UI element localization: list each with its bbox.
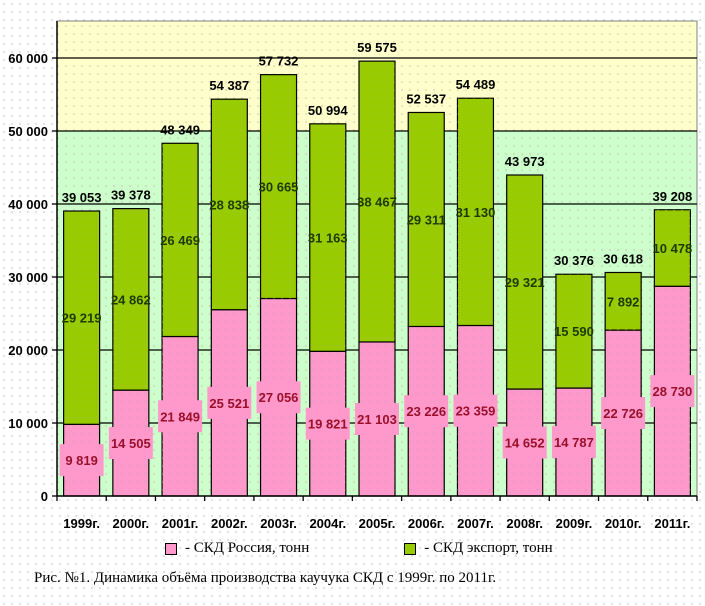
legend: - СКД Россия, тонн - СКД экспорт, тонн [165,540,553,557]
bar-export-texture [211,99,248,310]
russia-value-label: 25 521 [209,396,249,411]
russia-value-label: 14 787 [554,435,594,450]
x-tick-label: 2008г. [506,516,543,531]
total-value-label: 30 618 [603,251,643,266]
x-tick-label: 2001г. [162,516,199,531]
legend-swatch-russia [165,542,177,555]
legend-item-export: - СКД экспорт, тонн [404,540,553,557]
russia-value-label: 21 103 [357,412,397,427]
bar-export-texture [555,274,592,389]
x-tick-label: 1999г. [63,516,100,531]
bar-export-texture [457,98,494,326]
legend-label-export: - СКД экспорт, тонн [424,540,553,556]
total-value-label: 39 378 [111,188,151,203]
x-tick-label: 2006г. [408,516,445,531]
russia-label-box [305,407,350,440]
bar-export-texture [260,74,297,299]
export-value-label: 29 321 [505,275,545,290]
russia-value-label: 9 819 [65,453,98,468]
export-value-label: 29 311 [407,212,446,227]
russia-value-label: 27 056 [259,390,299,405]
russia-value-label: 14 505 [111,436,151,451]
russia-label-box [256,381,301,414]
x-tick-label: 2002г. [211,516,248,531]
export-value-label: 38 467 [357,195,397,210]
bar-export-texture [162,143,199,337]
x-tick-label: 2011г. [654,516,690,531]
y-tick-label: 20 000 [8,343,48,358]
x-tick-label: 2004г. [309,516,346,531]
total-value-label: 50 994 [308,103,349,118]
bar-export-texture [605,272,642,331]
russia-label-box [404,395,449,428]
figure-caption: Рис. №1. Динамика объёма производства ка… [34,570,497,586]
x-tick-label: 2005г. [359,516,396,531]
bar-export-texture [654,209,691,287]
bar-export-texture [506,174,543,390]
bar-export-texture [112,208,149,391]
russia-value-label: 28 730 [653,384,693,399]
export-value-label: 15 590 [554,324,594,339]
export-value-label: 31 130 [456,205,496,220]
export-value-label: 28 838 [209,197,249,212]
export-value-label: 7 892 [607,294,640,309]
y-tick-label: 10 000 [8,416,48,431]
total-value-label: 43 973 [505,154,545,169]
russia-value-label: 22 726 [603,406,643,421]
legend-swatch-export [404,542,417,555]
total-value-label: 57 732 [259,54,299,69]
y-tick-label: 0 [41,489,48,504]
bar-export-texture [63,211,100,425]
russia-label-box [355,402,399,435]
russia-label-box [59,444,104,477]
russia-value-label: 23 359 [456,404,496,419]
bar-export-texture [309,123,346,352]
total-value-label: 48 349 [160,122,200,137]
russia-label-box [551,426,596,459]
russia-label-box [108,427,153,460]
total-value-label: 39 208 [653,189,693,204]
russia-value-label: 19 821 [308,417,348,432]
legend-item-russia: - СКД Россия, тонн [165,540,309,557]
legend-label-russia: - СКД Россия, тонн [185,540,310,556]
total-value-label: 30 376 [554,253,594,268]
bar-export-texture [408,112,445,327]
x-tick-label: 2009г. [556,516,593,531]
russia-label-box [650,375,695,408]
russia-label-box [453,394,498,427]
total-value-label: 39 053 [62,190,102,205]
x-tick-label: 2003г. [260,516,297,531]
export-value-label: 29 219 [62,311,102,326]
y-tick-label: 40 000 [8,197,48,212]
export-value-label: 10 478 [653,241,693,256]
y-tick-label: 60 000 [8,51,48,66]
stacked-bar-chart: 0 10 000 20 000 30 000 40 000 50 000 60 000 199… [8,20,698,531]
russia-label-box [601,397,646,430]
russia-value-label: 14 652 [505,436,545,451]
russia-label-box [158,400,203,433]
export-value-label: 24 862 [111,292,151,307]
russia-label-box [207,386,252,419]
russia-label-box [502,426,547,459]
russia-value-label: 21 849 [160,409,200,424]
export-value-label: 31 163 [308,231,348,246]
bar-export-texture [359,61,395,342]
x-tick-label: 2007г. [457,516,494,531]
total-value-label: 52 537 [406,91,446,106]
export-value-label: 26 469 [160,233,200,248]
total-value-label: 54 387 [209,78,249,93]
y-tick-label: 50 000 [8,124,48,139]
x-tick-label: 2000г. [113,516,150,531]
total-value-label: 59 575 [357,40,397,55]
export-value-label: 30 665 [259,180,299,195]
russia-value-label: 23 226 [406,404,446,419]
x-tick-label: 2010г. [605,516,642,531]
y-tick-label: 30 000 [8,270,48,285]
total-value-label: 54 489 [456,77,496,92]
